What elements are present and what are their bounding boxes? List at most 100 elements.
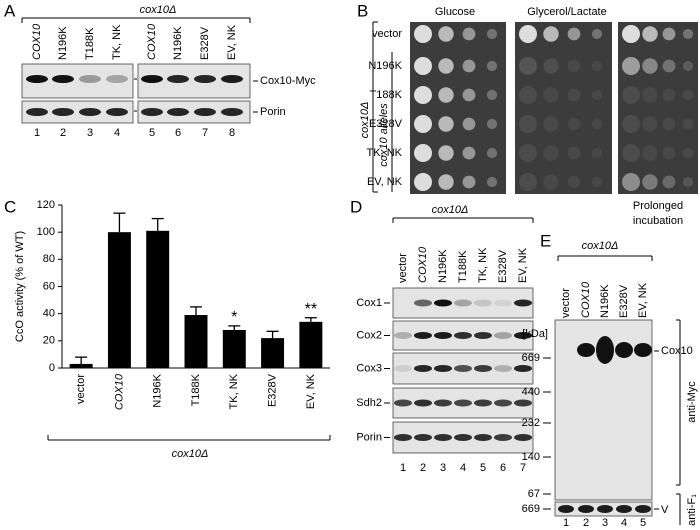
band (414, 365, 432, 372)
significance: ** (305, 301, 317, 318)
band (615, 342, 633, 358)
colony-spot (486, 118, 498, 130)
lane-label: vector (397, 253, 409, 283)
bar (146, 230, 170, 368)
blot-label: Porin (260, 106, 286, 118)
band (434, 299, 452, 307)
panel-letter: B (357, 1, 368, 20)
bar (261, 338, 285, 368)
lane-label: E328V (199, 26, 211, 60)
error-bar (304, 317, 317, 322)
colony-spot (462, 117, 476, 131)
colony-spot (438, 58, 454, 74)
lane-label: vector (560, 288, 572, 318)
lane-number: 4 (114, 127, 120, 139)
colony-spot (519, 115, 537, 133)
band (221, 108, 243, 116)
row-label: EV, NK (367, 176, 403, 188)
colony-spot (519, 144, 537, 162)
colony-spot (567, 27, 581, 41)
colony-spot (543, 26, 559, 42)
band (434, 332, 452, 339)
note: incubation (633, 215, 683, 227)
colony-spot (519, 25, 537, 43)
strain-title: cox10Δ (582, 240, 619, 252)
error-bar (266, 330, 279, 339)
row-label: vector (372, 28, 402, 40)
colony-spot (519, 57, 537, 75)
blot (21, 100, 134, 124)
bar (107, 232, 131, 368)
colony-spot (486, 147, 498, 159)
colony-spot (567, 146, 581, 160)
band (454, 365, 472, 372)
band (394, 434, 412, 441)
band (414, 399, 432, 407)
band (434, 434, 452, 441)
error-bar (75, 356, 88, 364)
colony-spot (682, 60, 694, 72)
band (514, 332, 532, 339)
band (494, 299, 512, 307)
colony-spot (662, 59, 676, 73)
band (52, 108, 74, 116)
band (597, 505, 613, 513)
colony-spot (414, 25, 432, 43)
y-tick-label: 80 (43, 253, 55, 265)
lane-label: E328V (497, 249, 509, 283)
blot-label: Cox1 (356, 297, 382, 309)
panel-letter: D (350, 197, 362, 216)
lane-number: 6 (500, 462, 506, 474)
band (26, 75, 48, 83)
row-label: TK, NK (367, 147, 403, 159)
plate (618, 22, 698, 194)
bar (69, 363, 93, 368)
lane-label: N196K (599, 284, 611, 318)
antibody-label: anti-Myc (686, 381, 698, 423)
lane-label: T188K (457, 250, 469, 283)
bar (184, 315, 208, 368)
colony-spot (462, 59, 476, 73)
band (616, 505, 632, 513)
band (79, 108, 101, 116)
significance: * (231, 309, 237, 326)
band (494, 399, 512, 407)
strain-title: cox10Δ (140, 4, 177, 16)
band (394, 399, 412, 407)
band (596, 336, 614, 364)
panel-letter: A (4, 1, 16, 20)
band (558, 505, 574, 513)
lane-label: COX10 (417, 246, 429, 283)
colony-spot (622, 86, 640, 104)
strain-label: cox10Δ (359, 102, 371, 139)
band (494, 365, 512, 372)
band (578, 505, 594, 513)
colony-spot (438, 87, 454, 103)
lane-label: TK, NK (111, 24, 123, 60)
band (454, 399, 472, 407)
colony-spot (462, 88, 476, 102)
x-tick-label: vector (75, 374, 87, 404)
colony-spot (567, 117, 581, 131)
band (26, 108, 48, 116)
band (79, 75, 101, 83)
lane-number: 1 (34, 127, 40, 139)
marker-label: 440 (522, 386, 540, 398)
x-tick-label: N196K (152, 373, 164, 407)
strain-title: cox10Δ (432, 204, 469, 216)
error-bar (151, 217, 164, 231)
bar (222, 329, 246, 368)
colony-spot (622, 115, 640, 133)
band (167, 108, 189, 116)
note: Prolonged (633, 200, 683, 212)
band (221, 75, 243, 83)
band (194, 75, 216, 83)
colony-spot (567, 88, 581, 102)
band (414, 299, 432, 307)
band (494, 434, 512, 441)
colony-spot (543, 145, 559, 161)
band (167, 75, 189, 83)
colony-spot (622, 25, 640, 43)
lane-number: 5 (480, 462, 486, 474)
band (577, 343, 595, 357)
